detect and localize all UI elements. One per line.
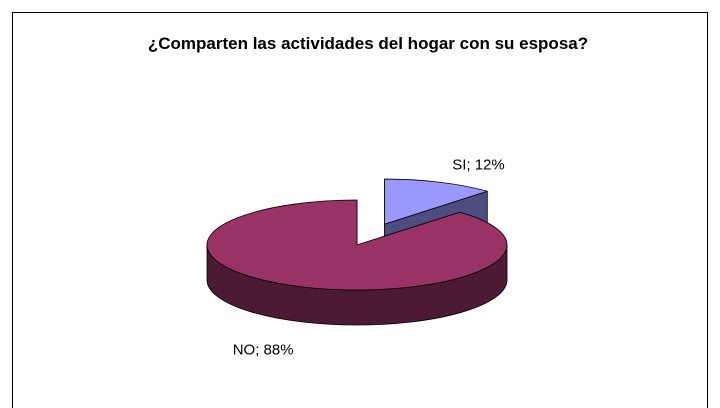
chart-frame — [12, 12, 708, 408]
chart-title: ¿Comparten las actividades del hogar con… — [147, 34, 589, 53]
data-label: SI; 12% — [452, 156, 505, 173]
data-label: NO; 88% — [233, 342, 294, 359]
pie-slice — [384, 178, 488, 225]
pie-slice — [206, 199, 508, 291]
